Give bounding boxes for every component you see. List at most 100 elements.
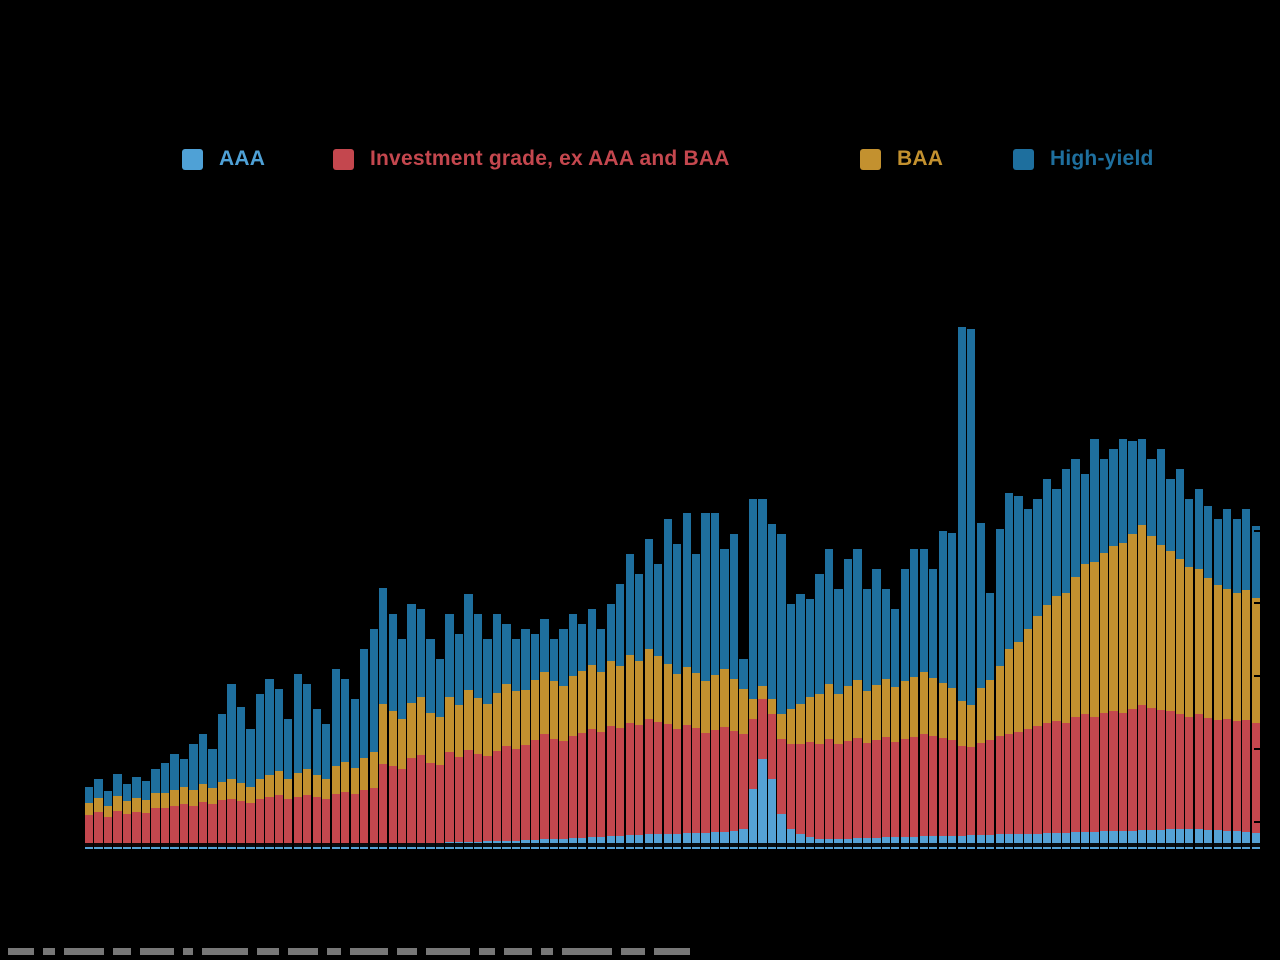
segment-aaa: [786, 829, 796, 849]
segment-investment-grade: [1128, 709, 1137, 831]
segment-high-yield: [312, 709, 321, 775]
bar: [416, 609, 426, 849]
segment-baa: [673, 674, 682, 729]
segment-high-yield: [369, 629, 378, 752]
segment-baa: [1033, 616, 1042, 726]
segment-high-yield: [246, 729, 255, 787]
clipped-text-chunk: [202, 948, 248, 955]
segment-high-yield: [1061, 469, 1071, 593]
bar: [597, 629, 606, 849]
segment-aaa: [606, 836, 615, 849]
bar: [1080, 474, 1090, 849]
segment-baa: [1166, 551, 1175, 711]
segment-high-yield: [843, 559, 853, 686]
segment-high-yield: [625, 554, 634, 655]
segment-baa: [1090, 562, 1099, 717]
segment-aaa: [246, 845, 255, 849]
segment-high-yield: [568, 614, 577, 676]
segment-high-yield: [1242, 509, 1251, 590]
segment-investment-grade: [853, 738, 862, 838]
segment-baa: [1242, 590, 1251, 720]
clipped-text-chunk: [654, 948, 690, 955]
bar: [341, 679, 350, 849]
segment-investment-grade: [635, 725, 644, 835]
segment-aaa: [1071, 832, 1080, 849]
segment-high-yield: [872, 569, 881, 685]
segment-investment-grade: [293, 797, 302, 845]
bar: [426, 639, 435, 849]
segment-baa: [189, 790, 198, 806]
segment-investment-grade: [407, 758, 416, 843]
legend-swatch-icon: [182, 148, 203, 170]
segment-baa: [891, 687, 900, 742]
bar: [625, 554, 634, 849]
segment-high-yield: [1251, 526, 1260, 598]
segment-high-yield: [948, 533, 957, 688]
segment-baa: [1223, 589, 1232, 719]
bar: [274, 689, 283, 849]
segment-investment-grade: [1071, 717, 1080, 832]
segment-investment-grade: [445, 752, 454, 842]
bar: [710, 513, 720, 849]
segment-high-yield: [1080, 474, 1090, 564]
segment-baa: [341, 762, 350, 792]
segment-investment-grade: [1099, 713, 1109, 831]
segment-high-yield: [227, 684, 236, 779]
segment-baa: [720, 669, 729, 727]
segment-investment-grade: [483, 756, 492, 841]
segment-investment-grade: [103, 817, 113, 847]
segment-high-yield: [805, 599, 815, 697]
axis-tick: [1254, 457, 1263, 459]
x-axis-line: [85, 843, 1263, 847]
segment-aaa: [692, 833, 701, 849]
segment-investment-grade: [379, 764, 388, 844]
segment-baa: [929, 678, 938, 736]
segment-aaa: [208, 846, 217, 849]
bar: [739, 659, 748, 849]
segment-aaa: [1166, 829, 1175, 849]
segment-high-yield: [236, 707, 246, 783]
bar: [692, 554, 701, 849]
segment-investment-grade: [331, 794, 340, 844]
segment-high-yield: [1223, 509, 1232, 589]
segment-high-yield: [540, 619, 549, 672]
segment-investment-grade: [113, 811, 122, 847]
segment-high-yield: [1166, 479, 1175, 551]
segment-aaa: [748, 789, 758, 849]
segment-aaa: [777, 814, 786, 849]
segment-high-yield: [1052, 489, 1061, 596]
segment-investment-grade: [710, 730, 720, 832]
segment-aaa: [255, 845, 265, 849]
segment-investment-grade: [227, 799, 236, 845]
segment-baa: [445, 697, 454, 752]
bar: [379, 588, 388, 849]
segment-high-yield: [834, 589, 843, 694]
bar: [445, 614, 454, 849]
segment-investment-grade: [1109, 711, 1118, 831]
segment-aaa: [198, 846, 208, 849]
segment-investment-grade: [938, 738, 947, 836]
segment-baa: [986, 680, 995, 740]
segment-aaa: [274, 845, 283, 849]
segment-baa: [274, 771, 283, 795]
segment-investment-grade: [350, 794, 359, 844]
segment-baa: [654, 656, 663, 722]
segment-aaa: [1223, 831, 1232, 849]
clipped-text-chunk: [64, 948, 104, 955]
segment-investment-grade: [976, 743, 985, 835]
segment-high-yield: [549, 639, 559, 681]
segment-investment-grade: [1004, 734, 1014, 834]
segment-baa: [568, 676, 577, 736]
segment-baa: [492, 693, 502, 751]
segment-high-yield: [208, 749, 217, 788]
segment-baa: [1080, 564, 1090, 714]
segment-aaa: [758, 759, 767, 849]
segment-baa: [616, 666, 625, 728]
segment-baa: [948, 688, 957, 740]
segment-high-yield: [767, 524, 777, 699]
segment-aaa: [701, 833, 710, 849]
segment-aaa: [663, 834, 672, 849]
segment-aaa: [995, 834, 1004, 849]
segment-aaa: [1156, 830, 1166, 849]
segment-baa: [1156, 545, 1166, 710]
